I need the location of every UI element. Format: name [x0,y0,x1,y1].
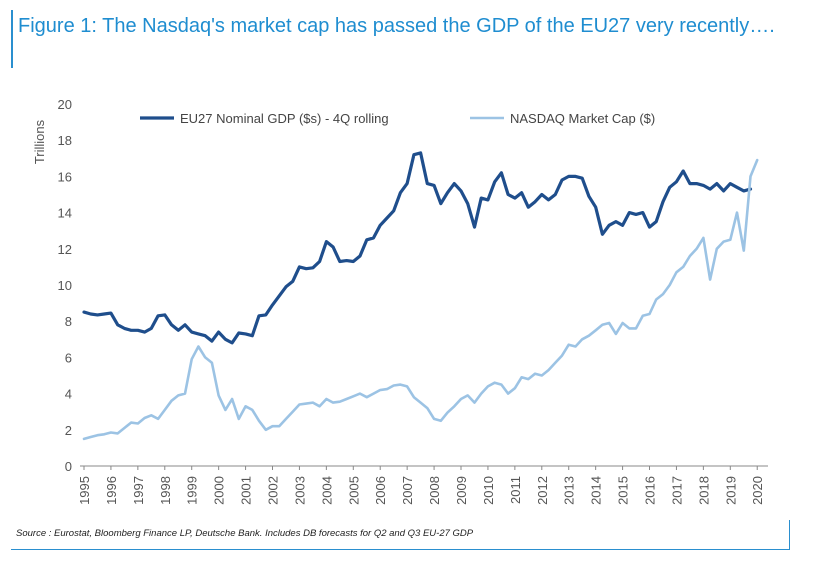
x-tick-label: 2006 [373,476,388,505]
legend-label-nasdaq: NASDAQ Market Cap ($) [510,111,655,126]
x-tick-label: 1996 [104,476,119,505]
y-tick-label: 2 [65,423,72,438]
y-axis-label: Trillions [32,119,47,164]
x-tick-label: 2005 [346,476,361,505]
y-tick-label: 12 [58,242,72,257]
frame-bottom-rule [11,549,790,550]
x-axis: 1995 1996 1997 1998 1999 2000 2001 2002 2003 2004… [77,465,768,505]
x-tick-label: 2013 [562,476,577,505]
series-lines [82,151,759,441]
x-tick-label: 2014 [589,476,604,505]
x-tick-label: 2018 [696,476,711,505]
y-tick-label: 4 [65,387,72,402]
x-tick-label: 2020 [750,476,765,505]
x-tick-label: 2016 [643,476,658,505]
x-tick-label: 1999 [185,476,200,505]
source-note: Source : Eurostat, Bloomberg Finance LP,… [16,528,474,539]
x-tick-label: 2000 [212,476,227,505]
y-axis: 0 2 4 6 8 10 12 14 16 18 20 [58,97,72,474]
y-tick-label: 16 [58,169,72,184]
x-tick-label: 1995 [77,476,92,505]
x-tick-label: 2008 [427,476,442,505]
figure-title: Figure 1: The Nasdaq's market cap has pa… [18,15,775,37]
x-tick-label: 1998 [158,476,173,505]
y-tick-label: 20 [58,97,72,112]
y-tick-label: 18 [58,133,72,148]
x-tick-label: 2003 [292,476,307,505]
frame-right-rule [789,520,790,550]
series-line-nasdaq-market-cap [82,158,759,441]
x-tick-label: 1997 [131,476,146,505]
y-tick-label: 14 [58,206,72,221]
legend-label-eu27: EU27 Nominal GDP ($s) - 4Q rolling [180,111,389,126]
x-tick-label: 2010 [481,476,496,505]
y-tick-label: 0 [65,459,72,474]
x-tick-label: 2015 [616,476,631,505]
x-tick-label: 2001 [239,476,254,505]
x-tick-label: 2017 [669,476,684,505]
title-accent-bar [11,10,13,68]
x-tick-label: 2009 [454,476,469,505]
y-tick-label: 10 [58,278,72,293]
x-tick-label: 2007 [400,476,415,505]
x-tick-label: 2002 [266,476,281,505]
line-chart: 0 2 4 6 8 10 12 14 16 18 20 1995 1996 1997 1998 1999 20… [32,97,768,505]
y-tick-label: 8 [65,314,72,329]
x-tick-label: 2011 [508,476,523,504]
x-tick-label: 2004 [319,476,334,505]
series-line-eu27-gdp [82,151,753,345]
x-tick-label: 2019 [723,476,738,505]
x-tick-label: 2012 [535,476,550,505]
legend: EU27 Nominal GDP ($s) - 4Q rolling NASDAQ… [140,111,655,126]
y-tick-label: 6 [65,350,72,365]
